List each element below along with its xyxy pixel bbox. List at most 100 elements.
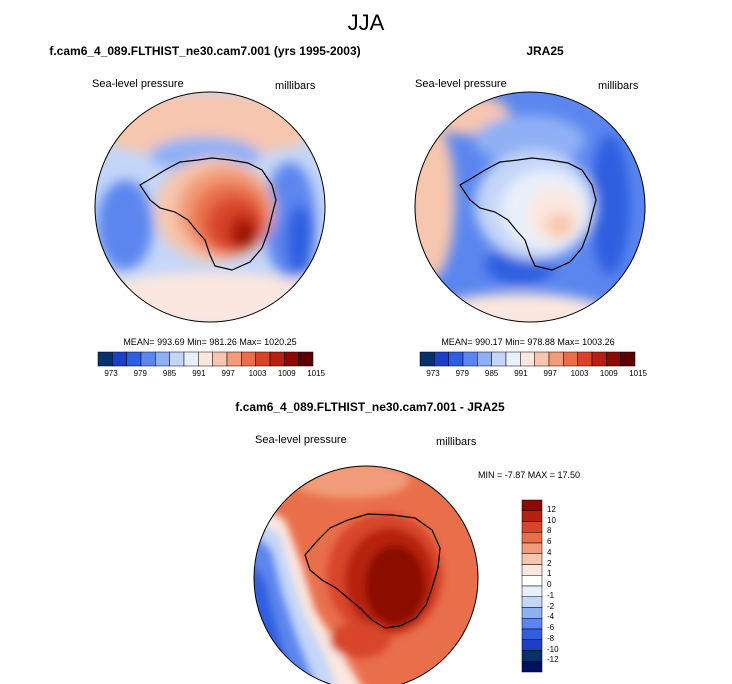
panel3-colorbar-tick-label: 1 xyxy=(547,569,552,579)
panel2-colorbar-swatch xyxy=(563,351,578,367)
panel2-colorbar-swatch xyxy=(534,351,550,367)
panel2-colorbar-tick-label: 985 xyxy=(484,369,499,378)
panel3-colorbar-tick-label: 8 xyxy=(547,526,552,536)
panel3-units-label: millibars xyxy=(436,436,477,448)
panel3-colorbar-swatch xyxy=(521,607,543,619)
panel3-colorbar-swatch xyxy=(521,553,543,565)
panel2-colorbar-swatch xyxy=(505,351,521,367)
panel1-units-label: millibars xyxy=(275,80,316,92)
panel3-colorbar-tick-label: 2 xyxy=(547,558,552,568)
panel3-colorbar-swatch xyxy=(521,585,543,597)
panel2-map xyxy=(415,92,645,322)
panel2-coastline xyxy=(459,157,597,271)
panel1-colorbar-swatch xyxy=(269,351,285,367)
panel3-colorbar-swatch xyxy=(521,618,543,630)
panel3-colorbar-swatch xyxy=(521,521,543,533)
panel1-colorbar-tick-label: 985 xyxy=(162,369,177,378)
panel3-colorbar-tick-label: -6 xyxy=(547,623,555,632)
panel3-colorbar-tick-label: -4 xyxy=(547,612,555,622)
panel1-colorbar-swatch xyxy=(241,351,256,367)
panel3-colorbar-swatch xyxy=(521,532,543,544)
panel2-map-border xyxy=(414,91,646,323)
panel2-colorbar-tick-label: 973 xyxy=(426,369,440,378)
panel1-map xyxy=(95,92,325,322)
panel2-colorbar-swatch xyxy=(434,351,449,367)
panel1-colorbar-swatch xyxy=(112,351,127,367)
panel1-colorbar-swatch xyxy=(183,351,199,367)
panel2-colorbar-swatch xyxy=(577,351,593,367)
panel2-colorbar-swatch xyxy=(620,351,636,367)
page-title: JJA xyxy=(347,10,385,35)
panel3-colorbar-swatch xyxy=(521,564,543,576)
panel1-colorbar-tick-label: 1003 xyxy=(248,369,267,378)
panel3-colorbar-swatch xyxy=(521,499,543,511)
panel1-colorbar-swatch xyxy=(126,351,142,367)
panel2-colorbar-tick-label: 1003 xyxy=(570,369,589,378)
panel3-colorbar-tick-label: 4 xyxy=(547,547,552,557)
panel3-colorbar-tick-label: 6 xyxy=(547,537,552,546)
panel1-colorbar xyxy=(97,351,314,367)
panel3-colorbar-swatch xyxy=(521,596,543,608)
panel1-colorbar-tick-label: 979 xyxy=(133,369,147,378)
panel1-colorbar-swatch xyxy=(97,351,113,367)
panel2-colorbar-tick-label: 991 xyxy=(514,369,528,378)
panel2-colorbar-swatch xyxy=(520,351,535,367)
panel3-colorbar-tick-label: -10 xyxy=(547,644,559,654)
panel3-colorbar-tick-label: 0 xyxy=(547,580,552,589)
panel1-colorbar-swatch xyxy=(226,351,242,367)
panel2-colorbar-tick-label: 1015 xyxy=(629,369,647,378)
panel1-colorbar-tick-label: 1009 xyxy=(277,369,296,378)
panel2-variable-label: Sea-level pressure xyxy=(415,78,507,90)
panel1-colorbar-swatch xyxy=(198,351,213,367)
panel1-colorbar-swatch xyxy=(140,351,156,367)
panel3-colorbar-tick-label: 12 xyxy=(547,504,556,514)
panel2-colorbar-swatch xyxy=(477,351,492,367)
panel1-colorbar-tick-label: 991 xyxy=(192,369,206,378)
panel2-colorbar-tick-label: 997 xyxy=(543,369,557,378)
panel1-colorbar-swatch xyxy=(169,351,185,367)
panel2-colorbar xyxy=(419,351,636,367)
panel2-colorbar-swatch xyxy=(548,351,564,367)
panel2-colorbar-swatch xyxy=(419,351,435,367)
panel2-colorbar-swatch xyxy=(462,351,478,367)
panel1-colorbar-tick-label: 973 xyxy=(104,369,118,378)
panel1-colorbar-swatch xyxy=(212,351,228,367)
panel3-map-border xyxy=(253,465,479,684)
panel1-colorbar-swatch xyxy=(155,351,170,367)
panel2-colorbar-swatch xyxy=(491,351,507,367)
panel3-colorbar-swatch xyxy=(521,628,543,640)
panel1-map-border xyxy=(94,91,326,323)
panel3-coastline xyxy=(304,513,441,629)
panel3-colorbar-tick-label: -8 xyxy=(547,633,555,643)
panel1-colorbar-swatch xyxy=(284,351,299,367)
panel3-colorbar-swatch xyxy=(521,661,543,673)
panel3-colorbar-swatch xyxy=(521,542,543,554)
panel1-colorbar-swatch xyxy=(255,351,271,367)
panel1-coastline xyxy=(139,157,277,271)
panel2-stats: MEAN= 990.17 Min= 978.88 Max= 1003.26 xyxy=(441,337,615,347)
panel3-title: f.cam6_4_089.FLTHIST_ne30.cam7.001 - JRA… xyxy=(235,400,505,414)
panel2-title: JRA25 xyxy=(526,44,564,58)
panel1-colorbar-tick-label: 997 xyxy=(221,369,235,378)
panel3-colorbar-tick-label: 10 xyxy=(547,515,556,525)
panel3-colorbar-swatch xyxy=(521,575,543,587)
panel3-colorbar-swatch xyxy=(521,639,543,651)
panel3-colorbar-swatch xyxy=(521,650,543,662)
panel3-colorbar-tick-label: -2 xyxy=(547,601,555,611)
panel1-stats: MEAN= 993.69 Min= 981.26 Max= 1020.25 xyxy=(123,337,297,347)
panel1-title: f.cam6_4_089.FLTHIST_ne30.cam7.001 (yrs … xyxy=(49,44,361,58)
panel2-colorbar-swatch xyxy=(591,351,607,367)
panel2-colorbar-swatch xyxy=(606,351,621,367)
panel1-variable-label: Sea-level pressure xyxy=(92,78,184,90)
panel3-colorbar-tick-label: -12 xyxy=(547,655,559,665)
panel3-colorbar xyxy=(521,499,543,673)
panel3-map xyxy=(254,466,478,684)
panel3-variable-label: Sea-level pressure xyxy=(255,434,347,446)
panel2-colorbar-swatch xyxy=(448,351,464,367)
panel1-colorbar-swatch xyxy=(298,351,314,367)
panel3-colorbar-tick-label: -1 xyxy=(547,590,555,600)
panel2-colorbar-tick-label: 1009 xyxy=(599,369,618,378)
panel3-stats: MIN = -7.87 MAX = 17.50 xyxy=(478,470,581,480)
panel2-units-label: millibars xyxy=(598,80,639,92)
